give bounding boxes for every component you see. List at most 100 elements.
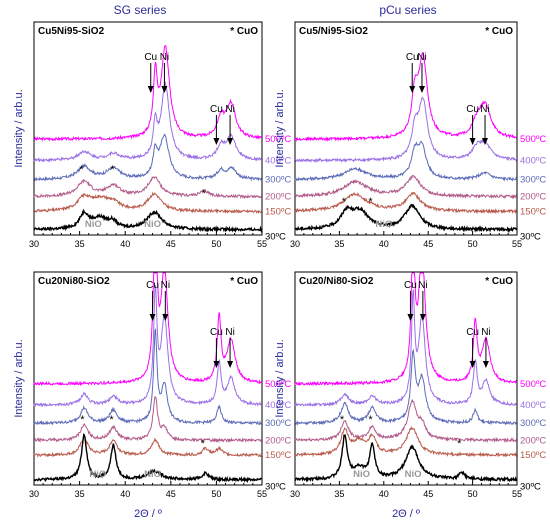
peak-label: Ni bbox=[161, 280, 170, 291]
x-tick-label: 40 bbox=[120, 489, 130, 499]
series-line-150ºC bbox=[33, 191, 262, 215]
series-label: 500ºC bbox=[520, 134, 546, 145]
plot-frame bbox=[33, 271, 263, 486]
series-line-150ºC bbox=[294, 425, 518, 458]
series-label: 150ºC bbox=[520, 207, 546, 218]
series-line-300ºC bbox=[294, 140, 518, 182]
peak-arrow-head bbox=[419, 314, 426, 321]
series-line-300ºC bbox=[33, 328, 263, 426]
peak-arrow-head bbox=[482, 361, 489, 368]
peak-label: Cu bbox=[406, 52, 419, 63]
chart-panel-1: 30 35 40 45 50 55 Intensity / arb.u. Cu5Ni95-Si… bbox=[13, 21, 291, 249]
series-label: 400ºC bbox=[265, 400, 291, 411]
panels: 30 35 40 45 50 55 Intensity / arb.u. Cu5Ni95-Si… bbox=[13, 21, 546, 520]
cuo-marker: * bbox=[201, 188, 206, 200]
series-label: 400ºC bbox=[520, 155, 546, 166]
series-label: 150ºC bbox=[265, 450, 291, 461]
x-tick-label: 55 bbox=[512, 239, 522, 249]
x-tick-label: 50 bbox=[211, 489, 221, 499]
x-axis-label: 2Θ / º bbox=[392, 508, 420, 520]
peak-arrow-head bbox=[407, 314, 414, 321]
nio-label: NiO bbox=[85, 219, 102, 230]
series-label: 300ºC bbox=[265, 175, 291, 186]
cuo-marker: * bbox=[342, 196, 347, 208]
peak-arrow-head bbox=[418, 86, 425, 93]
series-label: 500ºC bbox=[520, 379, 546, 390]
chart-panel-3: 30 35 40 45 50 55 Intensity / arb.u. 2Θ / º Cu20… bbox=[13, 271, 291, 520]
cuo-marker: * bbox=[79, 164, 84, 176]
series-label: 400ºC bbox=[265, 155, 291, 166]
peak-arrow-head bbox=[482, 138, 489, 145]
nio-label: NiO bbox=[144, 219, 161, 230]
cuo-legend-note: * CuO bbox=[230, 276, 258, 287]
header-pcu-series: pCu series bbox=[379, 3, 436, 17]
series-line-400ºC bbox=[294, 289, 517, 407]
x-tick-label: 50 bbox=[211, 239, 221, 249]
peak-label: Cu bbox=[146, 280, 159, 291]
series-label: 30ºC bbox=[265, 232, 286, 243]
series-line-150ºC bbox=[294, 191, 517, 215]
cuo-marker: * bbox=[201, 438, 206, 450]
chart-title: Cu5Ni95-SiO2 bbox=[38, 26, 105, 37]
chart-title: Cu20/Ni80-SiO2 bbox=[299, 276, 374, 287]
series-label: 150ºC bbox=[520, 450, 546, 461]
peak-arrow-head bbox=[227, 138, 234, 145]
series-line-400ºC bbox=[33, 80, 263, 163]
y-axis-label: Intensity / arb.u. bbox=[13, 339, 25, 417]
x-axis-label: 2Θ / º bbox=[134, 508, 162, 520]
series-line-400ºC bbox=[33, 285, 262, 408]
series-line-500ºC bbox=[33, 272, 262, 387]
series-line-400ºC bbox=[294, 96, 518, 163]
cuo-marker: * bbox=[110, 164, 115, 176]
peak-label: Cu bbox=[144, 52, 157, 63]
x-tick-label: 45 bbox=[423, 239, 433, 249]
series-line-500ºC bbox=[33, 45, 262, 143]
peak-label: Cu bbox=[466, 104, 479, 115]
series-label: 200ºC bbox=[520, 192, 546, 203]
series-label: 150ºC bbox=[265, 207, 291, 218]
peak-arrow-head bbox=[162, 314, 169, 321]
nio-label: NiO bbox=[353, 469, 370, 480]
cuo-marker: * bbox=[340, 414, 345, 426]
series-line-500ºC bbox=[294, 51, 517, 142]
x-tick-label: 30 bbox=[29, 489, 39, 499]
peak-label: Ni bbox=[418, 280, 427, 291]
chart-title: Cu20Ni80-SiO2 bbox=[38, 276, 110, 287]
peak-label: Cu bbox=[210, 327, 223, 338]
nio-label: NiO bbox=[144, 469, 161, 480]
series-line-30ºC bbox=[294, 434, 518, 483]
peak-arrow-head bbox=[469, 361, 476, 368]
y-axis-label: Intensity / arb.u. bbox=[13, 89, 25, 167]
nio-label: NiO bbox=[89, 469, 106, 480]
series-line-500ºC bbox=[294, 272, 518, 387]
y-axis-label: Intensity / arb.u. bbox=[274, 339, 286, 417]
x-tick-label: 40 bbox=[120, 239, 130, 249]
y-axis-label: Intensity / arb.u. bbox=[274, 89, 286, 167]
peak-arrow-head bbox=[147, 86, 154, 93]
x-tick-label: 35 bbox=[75, 489, 85, 499]
peak-label: Ni bbox=[481, 327, 490, 338]
cuo-legend-note: * CuO bbox=[485, 276, 513, 287]
peak-label: Ni bbox=[225, 327, 234, 338]
peak-label: Ni bbox=[480, 104, 489, 115]
series-line-300ºC bbox=[33, 133, 263, 182]
peak-label: Ni bbox=[225, 104, 234, 115]
series-line-150ºC bbox=[33, 435, 263, 458]
series-label: 200ºC bbox=[520, 435, 546, 446]
x-tick-label: 35 bbox=[75, 239, 85, 249]
cuo-marker: * bbox=[368, 414, 373, 426]
peak-arrow-head bbox=[409, 86, 416, 93]
peak-label: Ni bbox=[417, 52, 426, 63]
nio-label: NiO bbox=[405, 469, 422, 480]
x-tick-label: 30 bbox=[290, 239, 300, 249]
x-tick-label: 45 bbox=[166, 489, 176, 499]
x-tick-label: 30 bbox=[29, 239, 39, 249]
peak-arrow-head bbox=[149, 314, 156, 321]
cuo-marker: * bbox=[109, 414, 114, 426]
x-tick-label: 55 bbox=[257, 489, 267, 499]
peak-arrow-head bbox=[161, 86, 168, 93]
series-label: 30ºC bbox=[520, 232, 541, 243]
x-tick-label: 50 bbox=[468, 489, 478, 499]
